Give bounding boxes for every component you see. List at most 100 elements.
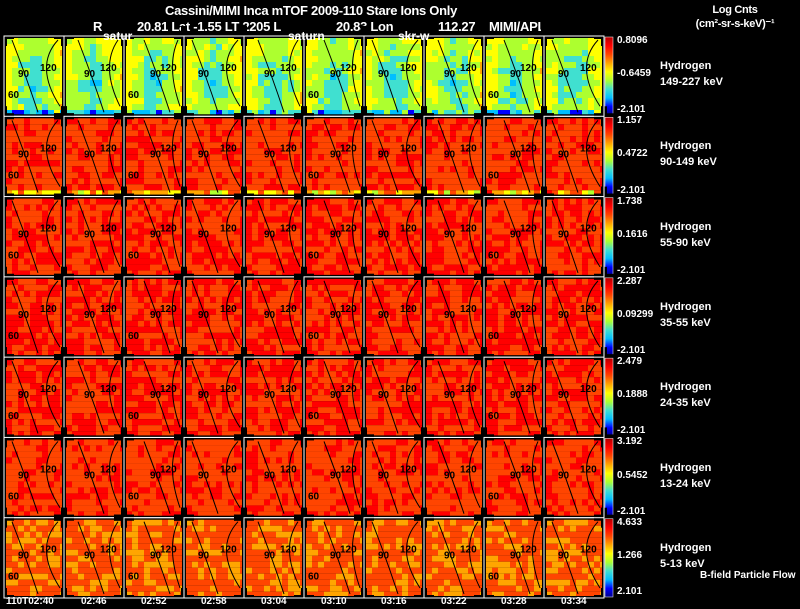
heat-pixel: [546, 98, 552, 104]
heat-pixel: [324, 270, 330, 275]
heat-pixel: [168, 222, 174, 229]
heat-pixel: [264, 278, 270, 285]
heat-pixel: [414, 228, 420, 235]
heat-pixel: [444, 154, 450, 161]
heat-pixel: [276, 62, 282, 68]
heat-pixel: [336, 246, 342, 253]
heat-pixel: [126, 240, 132, 247]
heat-pixel: [342, 74, 348, 80]
heat-pixel: [306, 154, 312, 161]
heat-pixel: [300, 172, 302, 179]
heat-pixel: [30, 80, 36, 86]
heat-pixel: [72, 296, 78, 303]
contour-label-120: 120: [40, 63, 57, 74]
heat-pixel: [12, 350, 18, 356]
heat-pixel: [18, 264, 24, 271]
heat-pixel: [468, 74, 474, 80]
heat-pixel: [186, 130, 192, 137]
heat-pixel: [60, 92, 62, 98]
heat-pixel: [528, 216, 534, 223]
heat-pixel: [288, 104, 294, 110]
heat-pixel: [108, 302, 114, 309]
heat-pixel: [414, 136, 420, 143]
heat-pixel: [390, 240, 396, 247]
heat-pixel: [246, 148, 252, 155]
heat-pixel: [600, 86, 602, 92]
heat-pixel: [108, 198, 114, 205]
heat-pixel: [552, 166, 558, 173]
heat-pixel: [546, 50, 552, 56]
heat-pixel: [150, 252, 156, 259]
heat-pixel: [354, 246, 360, 253]
heat-pixel: [582, 222, 588, 229]
heat-pixel: [456, 222, 462, 229]
heat-pixel: [372, 110, 378, 115]
heat-pixel: [78, 350, 84, 356]
heat-pixel: [216, 68, 222, 74]
heat-pixel: [60, 284, 62, 291]
heat-pixel: [282, 86, 288, 92]
heat-pixel: [450, 104, 456, 110]
heat-pixel: [66, 210, 72, 217]
heat-pixel: [306, 86, 312, 92]
heat-pixel: [66, 264, 72, 271]
heat-pixel: [588, 222, 594, 229]
heat-pixel: [468, 252, 474, 259]
heat-pixel: [18, 56, 24, 62]
heat-pixel: [408, 92, 414, 98]
heat-pixel: [318, 172, 324, 179]
contour-label-90: 90: [18, 310, 30, 321]
heat-pixel: [174, 264, 180, 271]
heat-pixel: [108, 350, 114, 356]
heat-pixel: [42, 190, 48, 195]
heat-pixel: [78, 160, 84, 167]
heat-pixel: [174, 130, 180, 137]
heat-pixel: [534, 50, 540, 56]
heat-pixel: [156, 344, 162, 351]
heat-pixel: [36, 228, 42, 235]
heat-pixel: [282, 136, 288, 143]
heat-pixel: [264, 240, 270, 247]
heat-pixel: [72, 172, 78, 179]
heat-pixel: [204, 56, 210, 62]
contour-line-90: [323, 39, 351, 113]
heat-pixel: [282, 130, 288, 137]
heat-pixel: [150, 160, 156, 167]
heat-pixel: [546, 160, 552, 167]
heat-pixel: [216, 332, 222, 339]
heat-pixel: [48, 302, 54, 309]
heat-pixel: [486, 270, 492, 275]
heat-pixel: [546, 130, 552, 137]
heat-pixel: [330, 240, 336, 247]
heat-pixel: [156, 98, 162, 104]
contour-label-90: 90: [378, 230, 390, 241]
contour-line-120: [586, 200, 601, 268]
heat-pixel: [24, 222, 30, 229]
heat-pixel: [522, 160, 528, 167]
heat-pixel: [342, 44, 348, 50]
heat-pixel: [426, 204, 432, 211]
heat-pixel: [258, 270, 264, 275]
heat-pixel: [486, 258, 492, 265]
heat-pixel: [252, 142, 258, 149]
heat-pixel: [558, 228, 564, 235]
heat-pixel: [102, 344, 108, 351]
heat-pixel: [390, 74, 396, 80]
heat-pixel: [138, 296, 144, 303]
heat-pixel: [342, 98, 348, 104]
heat-pixel: [222, 210, 228, 217]
heat-pixel: [342, 234, 348, 241]
heat-pixel: [306, 104, 312, 110]
heat-pixel: [156, 290, 162, 297]
heat-pixel: [210, 38, 216, 44]
heat-pixel: [114, 204, 120, 211]
heat-pixel: [426, 258, 432, 265]
heat-pixel: [6, 338, 12, 345]
heat-pixel: [306, 62, 312, 68]
heat-pixel: [570, 270, 576, 275]
heat-pixel: [66, 86, 72, 92]
heat-pixel: [150, 344, 156, 351]
heat-pixel: [324, 198, 330, 205]
heat-pixel: [384, 160, 390, 167]
heat-pixel: [126, 74, 132, 80]
